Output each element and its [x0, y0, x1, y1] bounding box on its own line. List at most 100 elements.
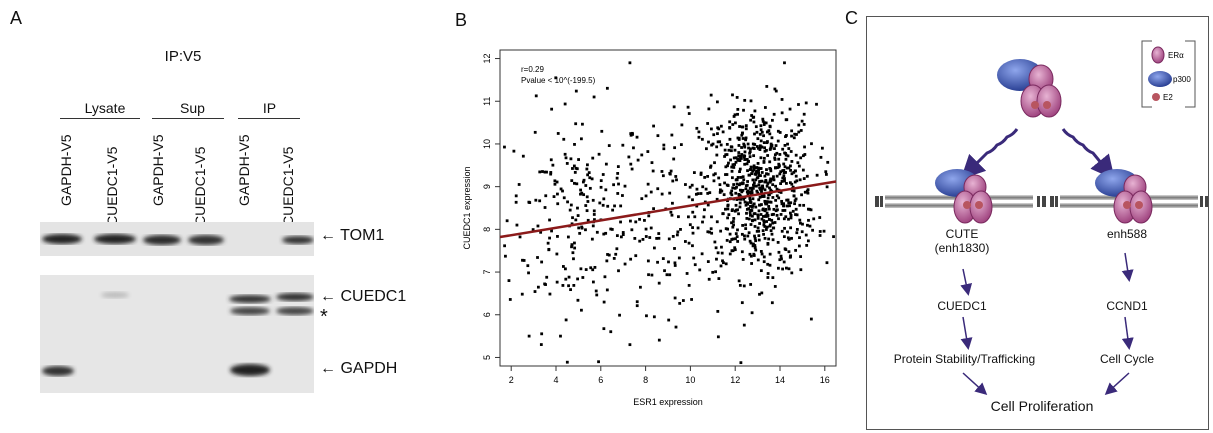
scatter-point — [562, 196, 566, 200]
scatter-chart: 2 4 6 8 10 12 14 16 5 6 7 8 9 10 11 12 r=0.29 Pvalue <… — [462, 49, 837, 407]
scatter-point — [780, 111, 784, 115]
scatter-point — [573, 241, 576, 245]
scatter-point — [657, 338, 661, 342]
scatter-point — [746, 180, 749, 183]
scatter-point — [761, 195, 764, 198]
marker-gapdh: ← GAPDH — [320, 360, 398, 377]
legend-p300-icon — [1148, 71, 1172, 87]
scatter-point — [805, 243, 809, 247]
scatter-point — [733, 248, 737, 252]
scatter-point — [619, 204, 623, 208]
scatter-point — [710, 231, 714, 235]
scatter-point — [576, 206, 579, 210]
scatter-point — [678, 301, 682, 305]
scatter-point — [778, 153, 782, 156]
er-alpha-icon — [1036, 84, 1062, 118]
scatter-point — [580, 308, 583, 312]
scatter-point — [628, 61, 632, 65]
scatter-point — [782, 217, 786, 221]
scatter-point — [787, 237, 791, 241]
scatter-point — [505, 219, 509, 223]
scatter-point — [744, 124, 748, 128]
scatter-point — [721, 212, 725, 216]
scatter-point — [657, 281, 661, 285]
scatter-point — [765, 85, 769, 88]
scatter-point — [669, 210, 673, 214]
scatter-point — [710, 215, 713, 219]
scatter-point — [708, 230, 711, 234]
scatter-point — [771, 221, 775, 225]
scatter-point — [548, 218, 551, 222]
scatter-point — [515, 223, 519, 227]
scatter-point — [758, 222, 762, 225]
scatter-point — [581, 122, 584, 126]
scatter-point — [762, 161, 766, 164]
scatter-point — [750, 311, 754, 315]
scatter-point — [759, 179, 763, 183]
scatter-point — [547, 247, 551, 251]
scatter-point — [762, 220, 766, 224]
scatter-point — [782, 202, 786, 206]
scatter-point — [773, 153, 777, 157]
marker-cuedc1: ← CUEDC1 — [320, 288, 407, 305]
scatter-point — [785, 118, 789, 122]
scatter-point — [527, 271, 530, 275]
scatter-point — [742, 178, 746, 182]
scatter-point — [586, 163, 589, 167]
scatter-point — [766, 172, 770, 176]
scatter-point — [787, 217, 790, 221]
scatter-point — [783, 165, 787, 169]
scatter-point — [553, 182, 557, 186]
complex-cute — [935, 169, 993, 224]
e2-icon — [1135, 201, 1143, 209]
scatter-point — [615, 176, 619, 180]
scatter-point — [747, 146, 750, 150]
scatter-point — [756, 137, 760, 141]
scatter-point — [740, 182, 744, 186]
scatter-point — [768, 125, 772, 129]
scatter-point — [565, 162, 569, 165]
scatter-point — [780, 229, 784, 233]
scatter-point — [731, 237, 735, 241]
scatter-point — [712, 173, 716, 177]
scatter-point — [747, 217, 751, 221]
scatter-point — [722, 193, 726, 197]
scatter-point — [742, 197, 746, 201]
scatter-point — [825, 261, 829, 265]
scatter-point — [605, 259, 609, 263]
scatter-point — [747, 231, 751, 235]
scatter-point — [728, 240, 732, 244]
x-tick-label: 10 — [685, 375, 695, 385]
scatter-point — [757, 238, 761, 242]
scatter-point — [747, 207, 751, 211]
scatter-point — [691, 210, 695, 214]
scatter-point — [576, 214, 580, 217]
scatter-point — [641, 237, 645, 241]
scatter-point — [783, 209, 787, 212]
scatter-point — [734, 203, 738, 207]
scatter-point — [784, 153, 788, 157]
scatter-point — [790, 160, 794, 163]
scatter-point — [521, 154, 525, 158]
scatter-point — [766, 272, 770, 275]
scatter-point — [769, 167, 773, 171]
scatter-point — [571, 251, 575, 255]
scatter-point — [768, 252, 772, 256]
scatter-point — [762, 232, 765, 236]
scatter-point — [651, 169, 655, 173]
scatter-point — [710, 127, 713, 131]
scatter-point — [691, 226, 694, 229]
scatter-point — [749, 165, 753, 169]
scatter-point — [749, 208, 752, 212]
scatter-point — [734, 160, 738, 164]
scatter-point — [688, 223, 692, 227]
e2-icon — [975, 201, 983, 209]
scatter-point — [756, 214, 760, 218]
scatter-point — [569, 288, 572, 292]
scatter-point — [731, 93, 734, 97]
scatter-point — [631, 133, 634, 136]
scatter-point — [630, 228, 634, 232]
arrow-cute-to-cuedc1 — [960, 268, 973, 296]
scatter-point — [561, 265, 565, 268]
scatter-point — [762, 134, 765, 138]
